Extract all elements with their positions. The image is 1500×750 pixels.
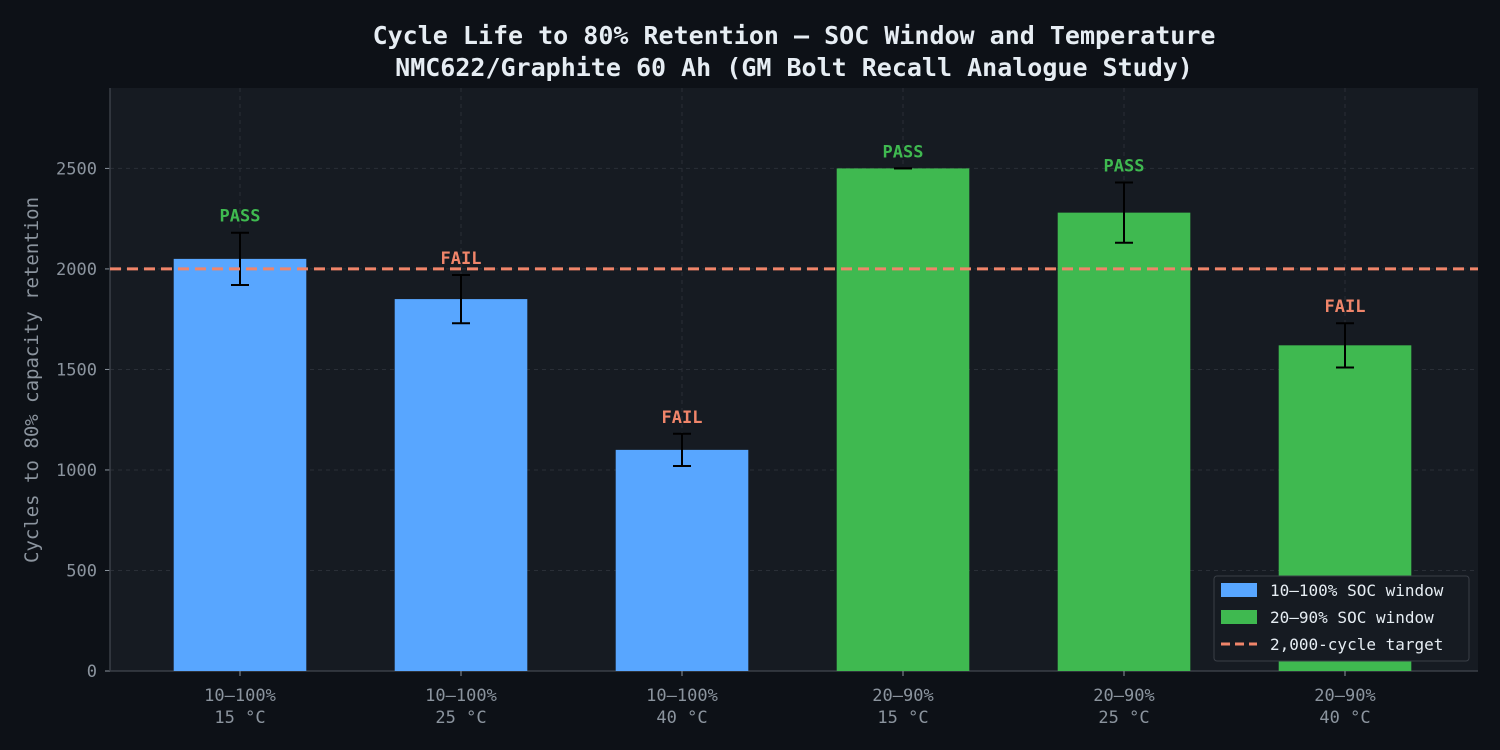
x-tick-label: 25 °C [1098, 708, 1149, 728]
chart-subtitle: NMC622/Graphite 60 Ah (GM Bolt Recall An… [395, 53, 1193, 82]
status-label: FAIL [662, 408, 703, 428]
x-tick-label: 10–100% [646, 686, 718, 706]
legend-box [1213, 575, 1470, 662]
bar [1057, 212, 1191, 672]
plot-background [110, 88, 1478, 671]
status-label: FAIL [1325, 297, 1366, 317]
y-tick-label: 1500 [56, 360, 97, 380]
x-tick-label: 40 °C [656, 708, 707, 728]
axes [105, 88, 1478, 676]
legend-swatch-series-1 [1221, 583, 1257, 597]
y-tick-label: 2000 [56, 260, 97, 280]
legend-label-target: 2,000-cycle target [1270, 635, 1443, 654]
status-label: PASS [220, 207, 261, 227]
x-tick-label: 15 °C [877, 708, 928, 728]
status-label: PASS [1104, 156, 1145, 176]
legend-swatch-series-2 [1221, 610, 1257, 624]
x-tick-label: 20–90% [1314, 686, 1375, 706]
bar [615, 449, 749, 671]
x-tick-label: 40 °C [1319, 708, 1370, 728]
bar [394, 299, 528, 671]
x-tick-label: 10–100% [204, 686, 276, 706]
x-tick-label: 25 °C [435, 708, 486, 728]
x-tick-label: 20–90% [1093, 686, 1154, 706]
y-tick-label: 1000 [56, 461, 97, 481]
error-bars [231, 167, 1355, 467]
status-labels: PASS FAIL FAIL PASS PASS FAIL [220, 142, 1366, 427]
bar [173, 258, 307, 671]
bar [836, 168, 970, 671]
y-tick-label: 500 [66, 561, 97, 581]
x-tick-label: 20–90% [872, 686, 933, 706]
legend-label-series-2: 20–90% SOC window [1270, 608, 1434, 627]
y-axis-label: Cycles to 80% capacity retention [21, 197, 43, 563]
y-tick-label: 0 [87, 662, 97, 682]
legend-label-series-1: 10–100% SOC window [1270, 581, 1444, 600]
chart-title: Cycle Life to 80% Retention — SOC Window… [373, 21, 1216, 50]
status-label: PASS [883, 142, 924, 162]
legend: 10–100% SOC window 20–90% SOC window 2,0… [1213, 575, 1470, 662]
x-tick-label: 15 °C [214, 708, 265, 728]
x-tick-label: 10–100% [425, 686, 497, 706]
y-tick-label: 2500 [56, 159, 97, 179]
status-label: FAIL [441, 249, 482, 269]
